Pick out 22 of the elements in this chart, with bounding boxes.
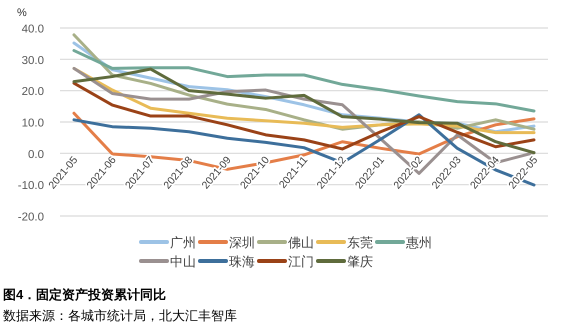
line-series	[72, 82, 536, 150]
line-series	[72, 49, 536, 113]
legend-label: 深圳	[229, 235, 255, 250]
y-tick-label: 0.0	[28, 148, 44, 161]
legend-label: 中山	[170, 254, 196, 269]
text: 图4．固定资产投资累计同比	[3, 287, 166, 302]
y-tick-label: -20.0	[18, 212, 44, 224]
y-tick-label: 40.0	[22, 24, 44, 36]
y-tick-label: -10.0	[18, 180, 44, 192]
line-series	[72, 68, 536, 154]
y-tick-label: 30.0	[22, 54, 44, 67]
y-tick-label: 20.0	[22, 86, 44, 98]
legend-label: 肇庆	[347, 254, 373, 269]
legend-label: 江门	[288, 254, 314, 269]
legend-label: 佛山	[288, 235, 314, 250]
legend-label: 珠海	[229, 254, 255, 269]
source-note: 数据来源：各城市统计局，北大汇丰智库	[3, 308, 237, 323]
legend-label: 惠州	[405, 235, 432, 250]
y-axis-title: %	[17, 7, 27, 19]
y-tick-label: 10.0	[22, 118, 44, 130]
legend-label: 广州	[170, 235, 196, 250]
legend-label: 东莞	[347, 235, 373, 250]
